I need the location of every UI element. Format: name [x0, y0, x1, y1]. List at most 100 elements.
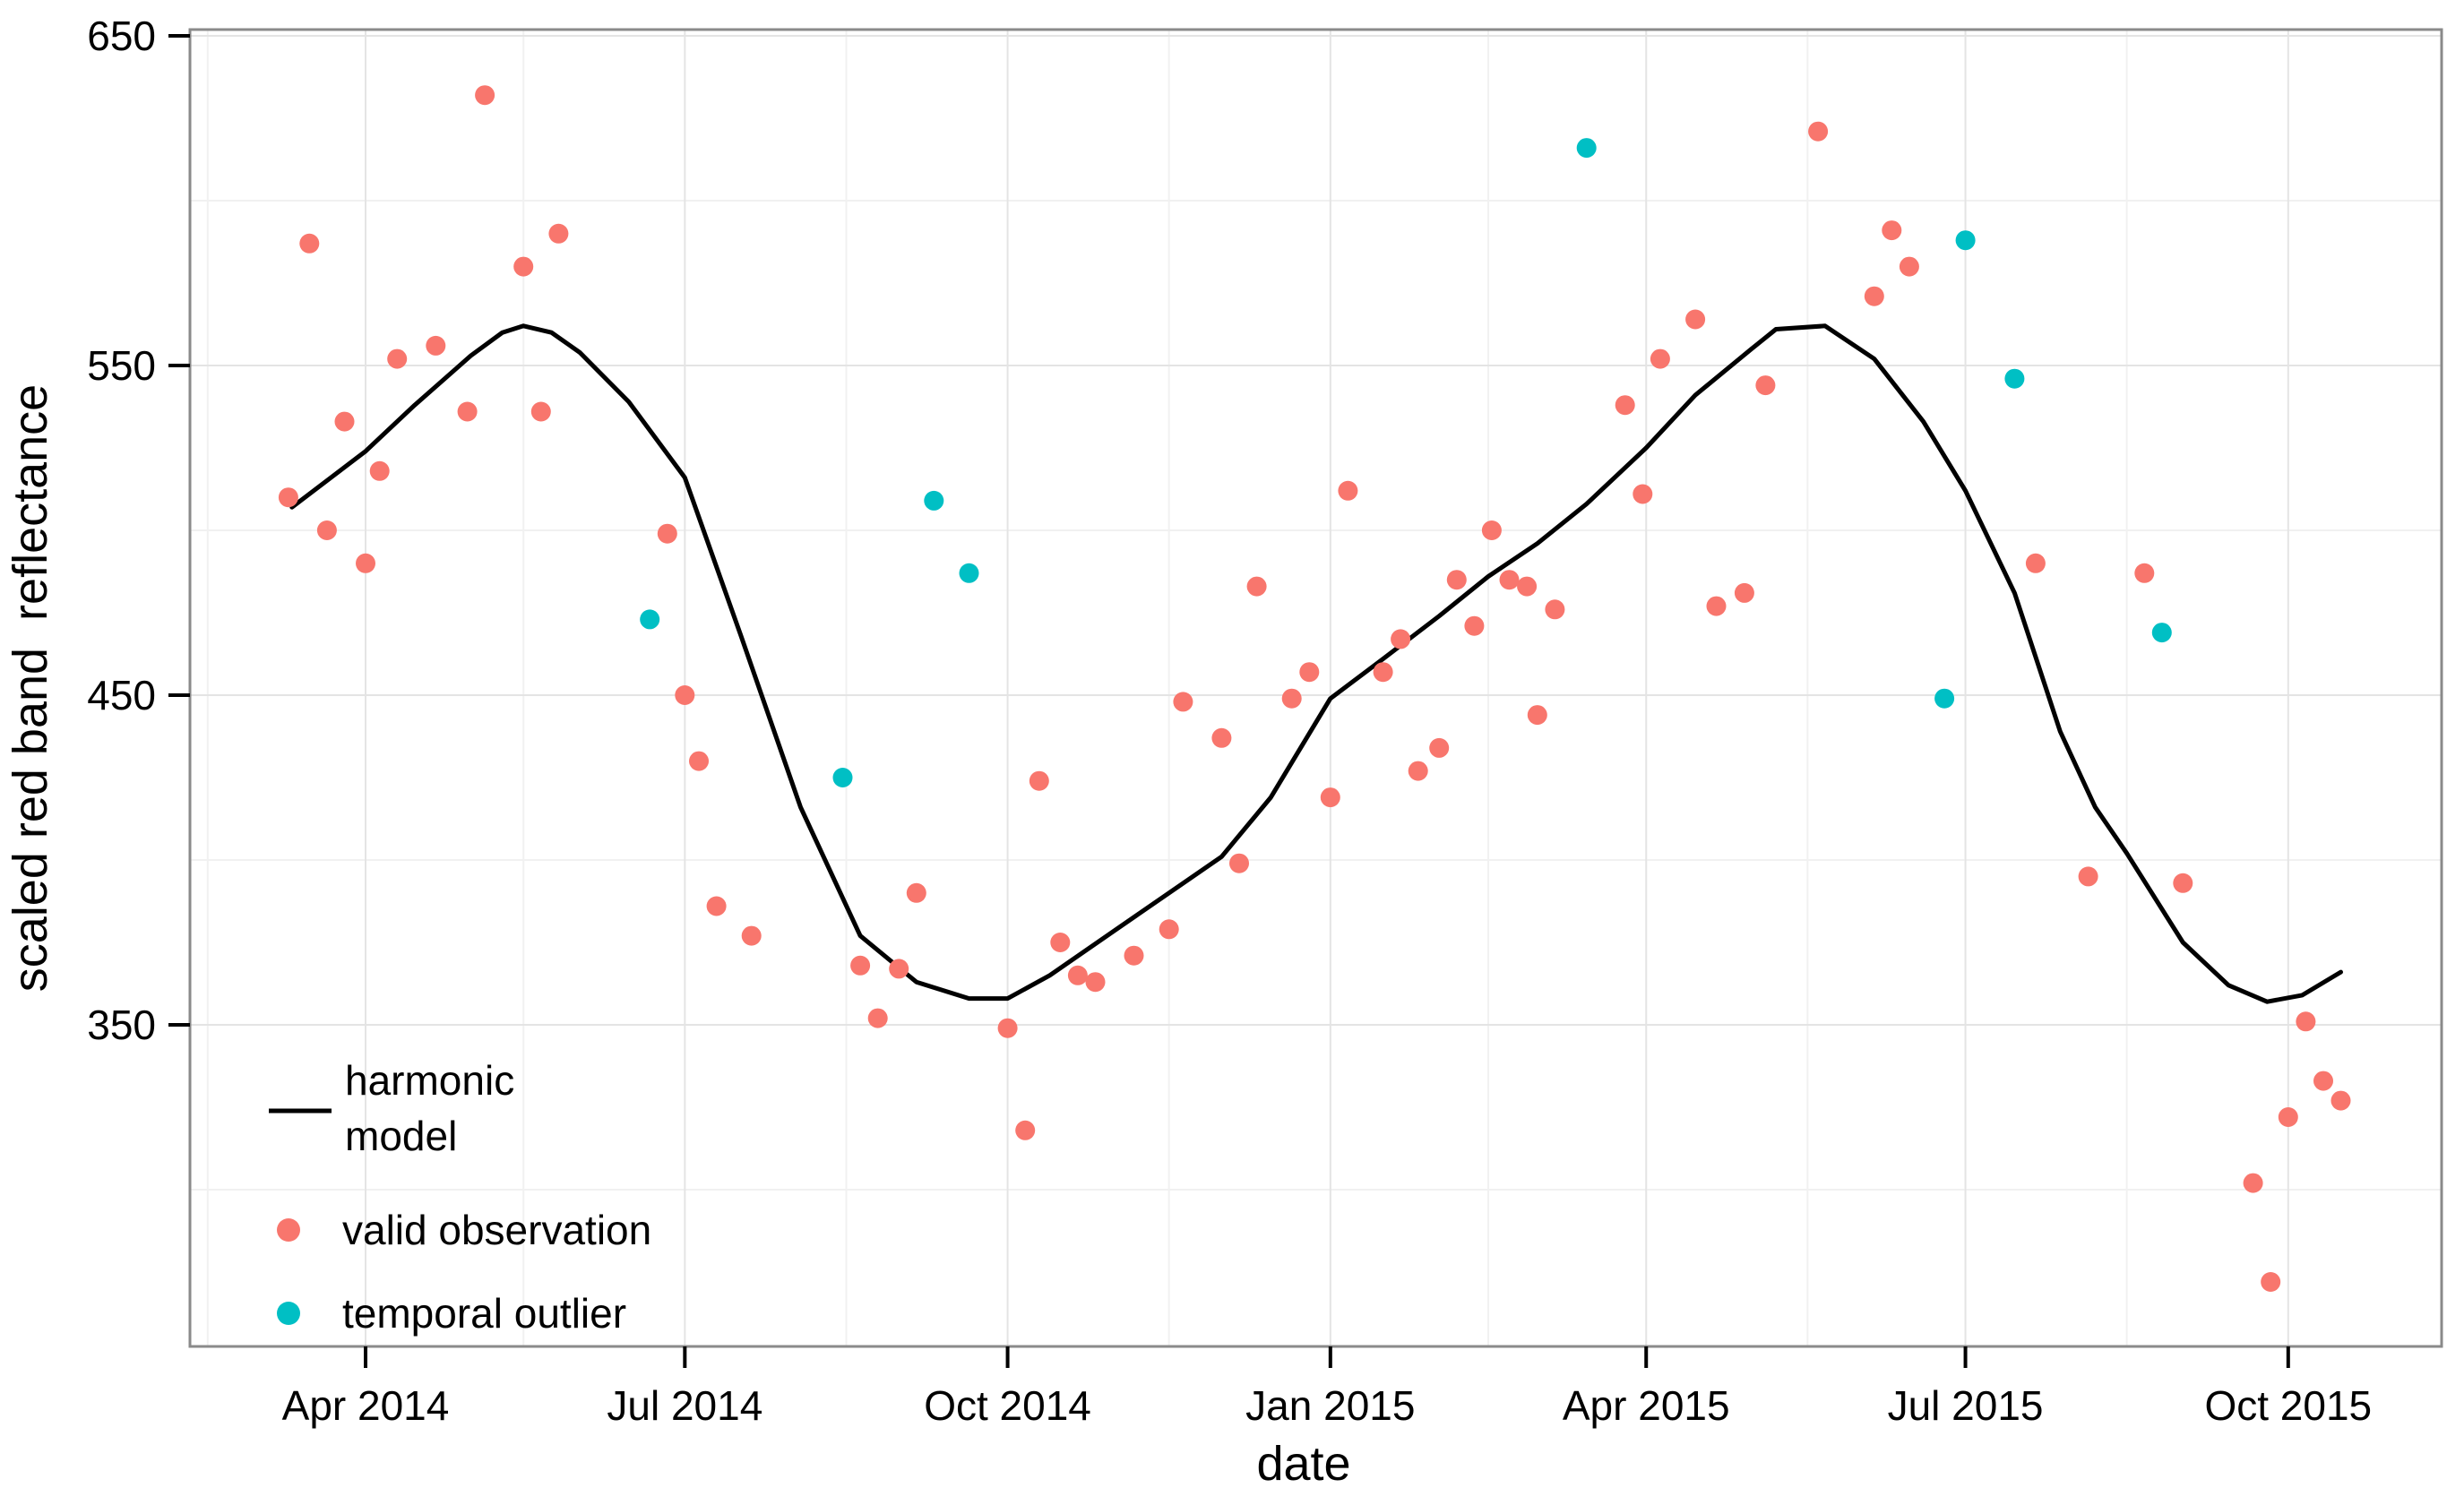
legend-label-harmonic-line2: model: [345, 1113, 457, 1159]
legend-label-outlier: temporal outlier: [342, 1290, 626, 1337]
legend-valid-swatch: [277, 1218, 300, 1242]
y-axis: 650 550 450 350: [87, 13, 190, 1048]
temporal-outlier-point: [959, 563, 979, 583]
valid-observation-point: [530, 401, 551, 422]
x-tick-label: Jul 2014: [607, 1382, 762, 1429]
valid-observation-point: [1246, 576, 1267, 597]
valid-observation-point: [1299, 662, 1320, 683]
valid-observation-point: [1545, 599, 1565, 620]
valid-observation-point: [1755, 375, 1776, 396]
legend-label-valid: valid observation: [342, 1207, 651, 1253]
valid-observation-point: [426, 335, 446, 356]
valid-observation-point: [1373, 662, 1393, 683]
valid-observation-point: [299, 233, 320, 254]
x-tick-label: Oct 2015: [2204, 1382, 2372, 1429]
valid-observation-point: [1159, 919, 1179, 940]
valid-observation-point: [2330, 1090, 2351, 1111]
valid-observation-point: [1685, 309, 1706, 330]
valid-observation-point: [2025, 553, 2046, 573]
valid-observation-point: [1173, 692, 1193, 712]
temporal-outlier-point: [924, 490, 944, 511]
x-tick-label: Oct 2014: [924, 1382, 1091, 1429]
temporal-outlier-point: [2004, 368, 2025, 389]
valid-observation-point: [1124, 945, 1144, 966]
x-tick-label: Jan 2015: [1245, 1382, 1415, 1429]
y-tick-label: 350: [87, 1002, 156, 1048]
valid-observation-point: [1391, 629, 1411, 649]
x-tick-label: Jul 2015: [1888, 1382, 2044, 1429]
valid-observation-point: [2134, 563, 2155, 583]
harmonic-model-line: [289, 323, 2343, 1004]
valid-observation-point: [1499, 570, 1520, 590]
temporal-outlier-points: [640, 138, 2172, 787]
valid-observation-point: [1408, 761, 1428, 781]
valid-observation-point: [278, 487, 298, 508]
valid-observation-point: [1085, 972, 1106, 993]
valid-observation-point: [369, 460, 390, 481]
temporal-outlier-point: [2151, 623, 2172, 643]
valid-observation-point: [1229, 853, 1249, 873]
valid-observation-point: [1429, 737, 1450, 758]
x-axis: Apr 2014 Jul 2014 Oct 2014 Jan 2015 Apr 2015…: [282, 1346, 2372, 1429]
gridlines-minor: [190, 30, 2442, 1346]
x-tick-label: Apr 2015: [1563, 1382, 1730, 1429]
valid-observation-point: [457, 401, 478, 422]
temporal-outlier-point: [640, 609, 660, 630]
valid-observation-point: [1864, 286, 1884, 306]
valid-observation-point: [675, 685, 695, 705]
valid-observation-point: [657, 523, 677, 544]
valid-observation-points: [278, 85, 2351, 1292]
valid-observation-point: [2278, 1107, 2298, 1127]
temporal-outlier-point: [1955, 230, 1976, 251]
valid-observation-point: [1882, 220, 1902, 241]
valid-observation-point: [1067, 965, 1088, 985]
valid-observation-point: [1338, 480, 1358, 501]
valid-observation-point: [1899, 256, 1919, 277]
y-tick-label: 650: [87, 13, 156, 59]
valid-observation-point: [1320, 787, 1340, 808]
valid-observation-point: [1015, 1120, 1036, 1140]
valid-observation-point: [997, 1018, 1018, 1038]
valid-observation-point: [1615, 395, 1635, 416]
y-axis-title: scaled red band reflectance: [4, 384, 57, 992]
valid-observation-point: [1633, 484, 1653, 504]
valid-observation-point: [1706, 596, 1727, 616]
y-tick-label: 550: [87, 342, 156, 389]
valid-observation-point: [316, 520, 337, 540]
valid-observation-point: [1481, 520, 1502, 540]
valid-observation-point: [1464, 615, 1485, 636]
legend: harmonic model valid observation tempora…: [269, 1057, 651, 1337]
plot-panel: [190, 30, 2442, 1346]
valid-observation-point: [2261, 1272, 2281, 1292]
valid-observation-point: [906, 882, 926, 903]
y-tick-label: 450: [87, 672, 156, 718]
valid-observation-point: [1650, 348, 1670, 369]
valid-observation-point: [1029, 770, 1049, 791]
valid-observation-point: [850, 955, 871, 976]
valid-observation-point: [1527, 705, 1547, 726]
valid-observation-point: [1050, 933, 1071, 952]
valid-observation-point: [706, 896, 727, 916]
valid-observation-point: [867, 1008, 888, 1028]
x-tick-label: Apr 2014: [282, 1382, 450, 1429]
valid-observation-point: [1446, 570, 1467, 590]
panel-border: [188, 28, 2443, 1348]
valid-observation-point: [2296, 1011, 2316, 1032]
x-axis-title: date: [1256, 1437, 1350, 1491]
valid-observation-point: [1734, 582, 1754, 603]
valid-observation-point: [741, 925, 762, 946]
valid-observation-point: [475, 85, 495, 106]
valid-observation-point: [1211, 727, 1232, 748]
temporal-outlier-point: [1934, 688, 1955, 709]
valid-observation-point: [2078, 866, 2098, 887]
temporal-outlier-point: [832, 768, 853, 787]
temporal-outlier-point: [1576, 138, 1597, 159]
valid-observation-point: [2243, 1173, 2263, 1193]
legend-label-harmonic-line1: harmonic: [345, 1057, 514, 1104]
valid-observation-point: [356, 553, 375, 573]
valid-observation-point: [513, 256, 534, 277]
valid-observation-point: [387, 348, 408, 369]
legend-outlier-swatch: [277, 1302, 300, 1325]
